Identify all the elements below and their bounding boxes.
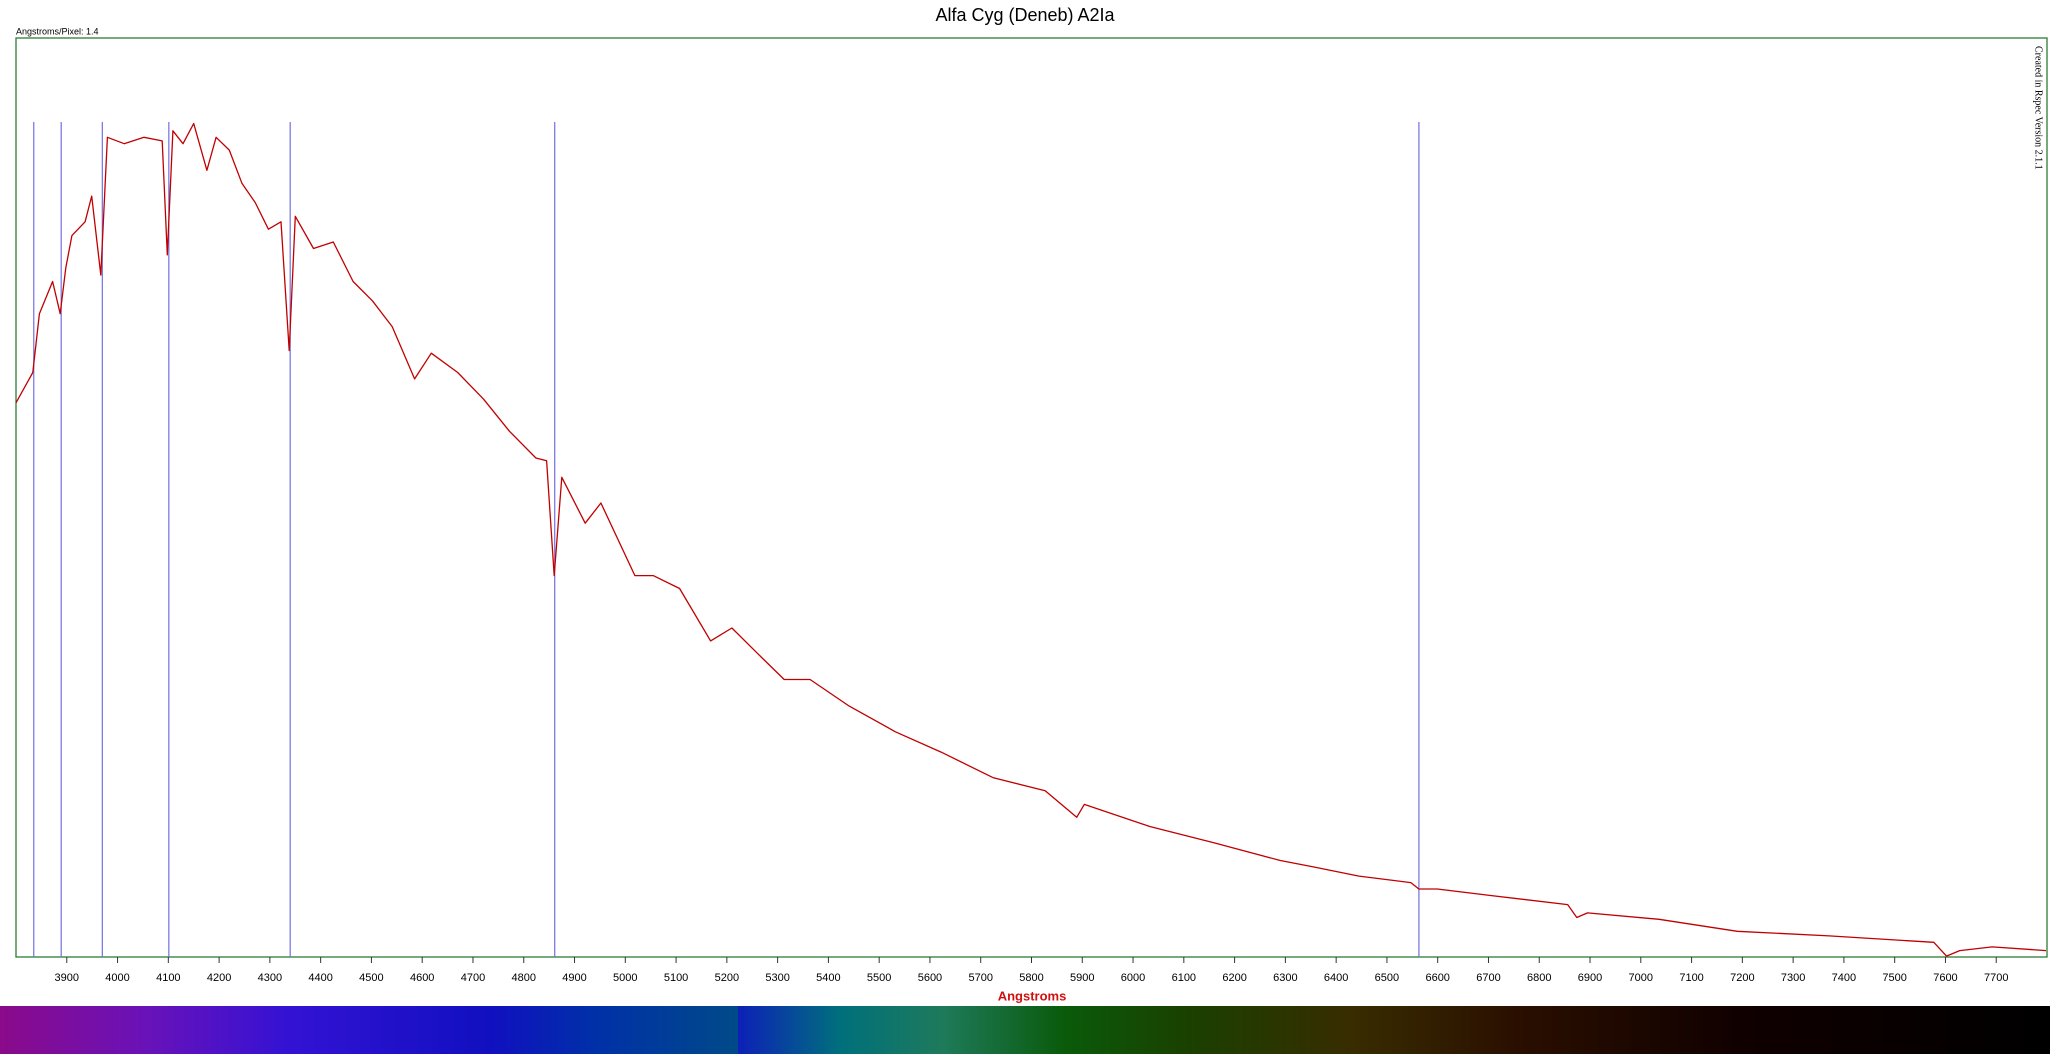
x-tick-label: 6200: [1222, 972, 1246, 984]
x-tick-label: 7300: [1781, 972, 1805, 984]
x-tick-label: 4200: [207, 972, 231, 984]
x-tick-label: 6600: [1425, 972, 1449, 984]
x-tick-label: 4000: [105, 972, 129, 984]
x-tick-label: 5200: [715, 972, 739, 984]
x-tick-label: 6400: [1324, 972, 1348, 984]
chart-title: Alfa Cyg (Deneb) A2Ia: [935, 5, 1115, 25]
x-tick-label: 5600: [918, 972, 942, 984]
annotation: Angstroms/Pixel: 1.4: [16, 26, 99, 36]
x-tick-label: 7400: [1832, 972, 1856, 984]
watermark: Created in Rspec Version 2.1.1: [2033, 46, 2044, 170]
x-tick-label: 4900: [562, 972, 586, 984]
x-tick-label: 5400: [816, 972, 840, 984]
plot-frame: [15, 37, 2048, 958]
x-tick-label: 6300: [1273, 972, 1297, 984]
x-tick-label: 5500: [867, 972, 891, 984]
x-tick-label: 5300: [765, 972, 789, 984]
x-tick-label: 4500: [359, 972, 383, 984]
x-tick-label: 4100: [156, 972, 180, 984]
x-tick-label: 4600: [410, 972, 434, 984]
x-tick-label: 6500: [1375, 972, 1399, 984]
x-tick-label: 7100: [1679, 972, 1703, 984]
spectrum-bar: [0, 1006, 2050, 1054]
x-tick-label: 7500: [1882, 972, 1906, 984]
spectrum-line: [15, 122, 2047, 957]
x-tick-label: 6900: [1578, 972, 1602, 984]
x-tick-label: 4700: [461, 972, 485, 984]
x-tick-label: 5100: [664, 972, 688, 984]
x-tick-label: 5000: [613, 972, 637, 984]
x-tick-label: 4300: [258, 972, 282, 984]
x-tick-label: 7700: [1984, 972, 2008, 984]
x-tick-label: 6100: [1172, 972, 1196, 984]
x-tick-label: 4400: [308, 972, 332, 984]
x-tick-label: 5800: [1019, 972, 1043, 984]
x-tick-label: 6800: [1527, 972, 1551, 984]
x-tick-label: 6700: [1476, 972, 1500, 984]
x-tick-label: 4800: [512, 972, 536, 984]
x-tick-label: 6000: [1121, 972, 1145, 984]
x-tick-label: 7600: [1933, 972, 1957, 984]
x-tick-label: 3900: [55, 972, 79, 984]
x-tick-label: 5900: [1070, 972, 1094, 984]
x-tick-label: 5700: [968, 972, 992, 984]
x-tick-label: 7200: [1730, 972, 1754, 984]
x-tick-label: 7000: [1629, 972, 1653, 984]
x-axis-label: Angstroms: [998, 988, 1067, 1003]
